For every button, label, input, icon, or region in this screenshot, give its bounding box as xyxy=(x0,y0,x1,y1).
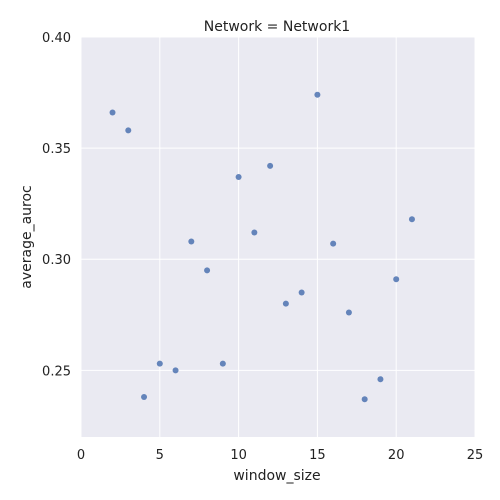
y-tick-labels: 0.25 0.30 0.35 0.40 xyxy=(42,31,71,379)
data-point xyxy=(408,216,415,223)
data-points xyxy=(109,91,415,403)
data-point xyxy=(156,360,163,367)
data-point xyxy=(298,289,305,296)
grid-lines xyxy=(80,36,476,437)
x-tick-labels: 0 5 10 15 20 25 xyxy=(77,448,483,463)
data-point xyxy=(188,238,195,245)
data-point xyxy=(361,396,368,403)
data-point xyxy=(204,267,211,274)
x-tick-label: 15 xyxy=(309,448,326,463)
x-tick-label: 0 xyxy=(77,448,85,463)
x-tick-label: 25 xyxy=(467,448,484,463)
y-tick-label: 0.40 xyxy=(42,31,71,46)
data-point xyxy=(109,109,116,116)
x-tick-label: 10 xyxy=(230,448,247,463)
data-point xyxy=(377,376,384,383)
data-point xyxy=(330,240,337,247)
x-axis-label: window_size xyxy=(233,468,320,484)
data-point xyxy=(235,174,242,180)
x-tick-label: 20 xyxy=(388,448,405,463)
data-point xyxy=(172,367,179,374)
data-point xyxy=(267,162,274,169)
plot-area xyxy=(81,37,475,437)
y-tick-label: 0.25 xyxy=(42,364,71,379)
data-point xyxy=(141,394,148,400)
y-tick-label: 0.30 xyxy=(42,253,71,268)
data-point xyxy=(219,360,226,367)
x-tick-label: 5 xyxy=(156,448,164,463)
data-point xyxy=(125,127,132,134)
data-point xyxy=(314,91,321,98)
data-point xyxy=(345,309,352,316)
data-point xyxy=(251,229,258,236)
data-point xyxy=(282,300,289,307)
y-tick-label: 0.35 xyxy=(42,142,71,157)
y-axis-label: average_auroc xyxy=(19,185,35,288)
chart-title: Network = Network1 xyxy=(204,19,350,35)
data-point xyxy=(393,276,400,283)
